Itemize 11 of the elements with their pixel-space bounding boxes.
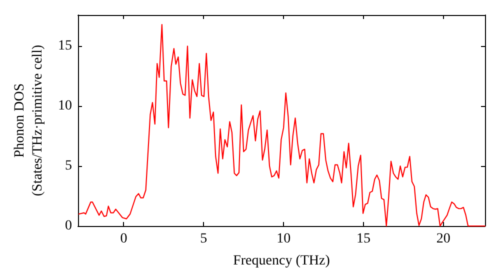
x-tick-label: 5	[200, 232, 208, 246]
x-tick-label: 20	[436, 232, 450, 246]
y-axis-title: Phonon DOS (States/THz·primitive cell)	[12, 44, 46, 196]
y-tick-label: 5	[65, 158, 72, 174]
y-tick-label: 10	[58, 98, 72, 114]
x-axis-title: Frequency (THz)	[233, 254, 330, 268]
y-tick-label: 0	[65, 218, 72, 234]
y-tick-label: 15	[58, 38, 72, 54]
x-tick-label: 10	[276, 232, 291, 246]
x-tick-label: 15	[356, 232, 371, 246]
x-tick-label: 0	[120, 232, 128, 246]
